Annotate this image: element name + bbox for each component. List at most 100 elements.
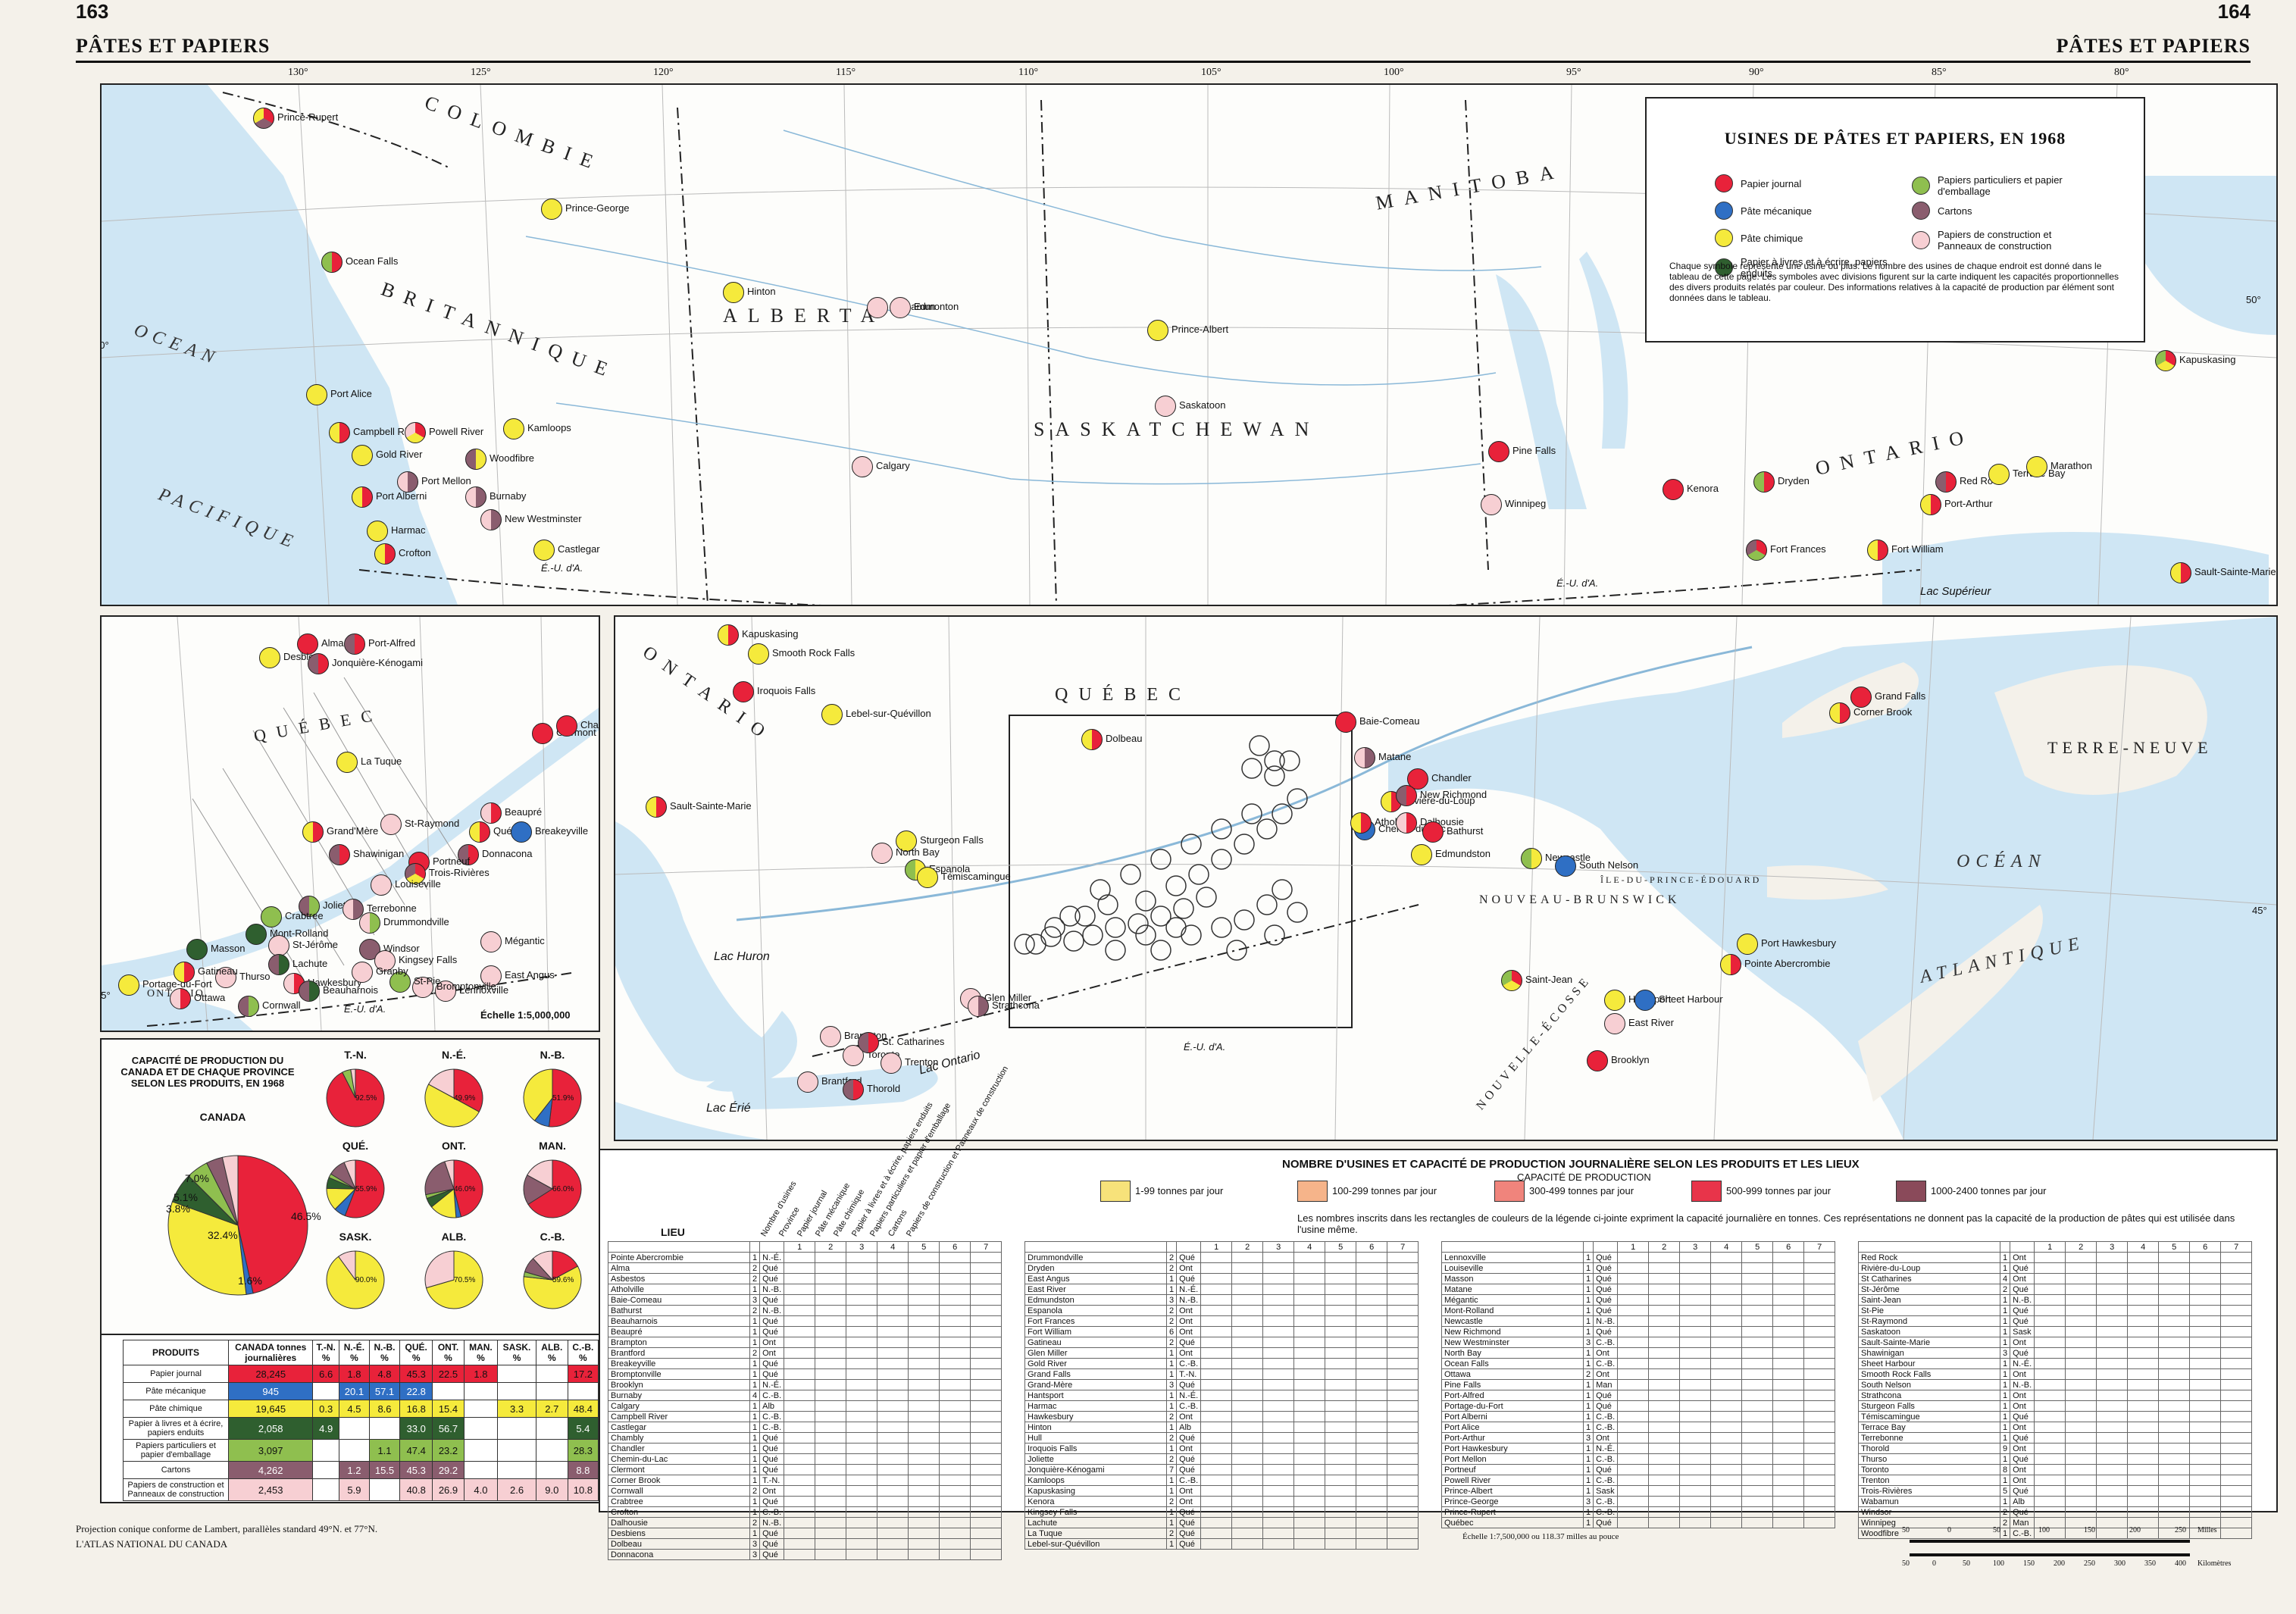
east-symbol-port-hawkesbury-icon[interactable] [1737, 934, 1758, 955]
west-symbol-port-mellon-icon[interactable] [397, 471, 418, 493]
inset-symbol-clermont-icon[interactable] [532, 723, 553, 744]
west-symbol-hinton-icon[interactable] [723, 282, 744, 303]
inset-symbol-cornwall-icon[interactable] [238, 996, 259, 1017]
inset-symbol-jonquiere-kenogami-icon[interactable] [308, 653, 329, 674]
east-symbol-thorold-icon[interactable] [843, 1079, 864, 1100]
east-symbol-brampton-icon[interactable] [820, 1026, 841, 1047]
west-symbol-ocean-falls-icon[interactable] [321, 252, 343, 273]
capacity-table-panel[interactable]: NOMBRE D'USINES ET CAPACITÉ DE PRODUCTIO… [599, 1065, 2278, 1560]
east-symbol-dalhousie-icon[interactable] [1396, 812, 1417, 834]
inset-symbol-masson-icon[interactable] [186, 939, 208, 960]
east-symbol-trenton-icon[interactable] [881, 1053, 902, 1074]
inset-symbol-la-tuque-icon[interactable] [336, 752, 358, 773]
west-symbol-fort-frances-icon[interactable] [1746, 540, 1767, 561]
west-symbol-port-arthur-icon[interactable] [1920, 494, 1941, 515]
east-symbol-atholville-icon[interactable] [1350, 812, 1372, 834]
inset-symbol-st-raymond-icon[interactable] [380, 814, 402, 835]
east-symbol-north-bay-icon[interactable] [871, 843, 893, 864]
west-symbol-fort-william-icon[interactable] [1867, 540, 1888, 561]
west-symbol-powell-river-icon[interactable] [405, 422, 426, 443]
inset-symbol-port-alfred-icon[interactable] [344, 633, 365, 655]
inset-symbol-beauharnois-icon[interactable] [299, 981, 320, 1002]
west-symbol-dryden-icon[interactable] [1753, 471, 1775, 493]
inset-symbol-alma-icon[interactable] [297, 633, 318, 655]
east-symbol-sault-sainte-marie-icon[interactable] [646, 796, 667, 818]
west-symbol-port-alice-icon[interactable] [306, 384, 327, 405]
west-symbol-terrace-bay-icon[interactable] [1988, 464, 2010, 485]
inset-symbol-gatineau-icon[interactable] [174, 962, 195, 983]
inset-symbol-trois-rivieres-icon[interactable] [405, 863, 426, 884]
east-symbol-temiscamingue-icon[interactable] [917, 867, 938, 888]
inset-symbol-st-pie-icon[interactable] [389, 971, 411, 993]
east-symbol-hantsport-icon[interactable] [1604, 990, 1625, 1011]
inset-symbol-donnacona-icon[interactable] [458, 844, 479, 865]
east-symbol-brooklyn-icon[interactable] [1587, 1050, 1608, 1071]
inset-symbol-lachute-icon[interactable] [268, 954, 289, 975]
inset-symbol-ottawa-icon[interactable] [170, 988, 191, 1009]
inset-symbol-grand-mere-icon[interactable] [302, 821, 324, 843]
west-symbol-saskatoon-icon[interactable] [1155, 396, 1176, 417]
inset-symbol-east-angus-icon[interactable] [480, 965, 502, 987]
west-symbol-edmonton-icon[interactable] [890, 297, 911, 318]
east-symbol-south-nelson-icon[interactable] [1555, 855, 1576, 877]
west-symbol-woodfibre-icon[interactable] [465, 449, 486, 470]
inset-symbol-beaupre-icon[interactable] [480, 802, 502, 824]
west-symbol-sault-sainte-marie-icon[interactable] [2170, 562, 2191, 583]
east-symbol-sturgeon-falls-icon[interactable] [896, 830, 917, 852]
inset-symbol-mont-rolland-icon[interactable] [246, 924, 267, 945]
inset-symbol-shawinigan-icon[interactable] [329, 844, 350, 865]
west-symbol-prince-rupert-icon[interactable] [253, 108, 274, 129]
east-symbol-bathurst-icon[interactable] [1422, 821, 1444, 843]
east-symbol-newcastle-icon[interactable] [1521, 848, 1542, 869]
west-symbol-new-westminster-icon[interactable] [480, 509, 502, 530]
inset-symbol-drummondville-icon[interactable] [359, 912, 380, 934]
west-symbol-winnipeg-icon[interactable] [1481, 494, 1502, 515]
inset-symbol-kingsey-falls-icon[interactable] [374, 950, 396, 971]
west-symbol-red-rock-icon[interactable] [1935, 471, 1957, 493]
west-symbol-marathon-icon[interactable] [2026, 456, 2047, 477]
east-symbol-edmundston-icon[interactable] [1411, 844, 1432, 865]
inset-symbol-joliette-icon[interactable] [299, 896, 320, 917]
inset-symbol-desbiens-icon[interactable] [259, 647, 280, 668]
west-symbol-castlegar-icon[interactable] [533, 540, 555, 561]
east-symbol-smooth-rock-falls-icon[interactable] [748, 643, 769, 665]
inset-map-panel[interactable]: QUÉBEC ONTARIO 45° É.-U. d'A. Échelle 1:… [100, 615, 600, 1032]
capacity-pie-panel[interactable]: CAPACITÉ DE PRODUCTION DU CANADA ET DE C… [100, 1038, 600, 1340]
inset-symbol-thurso-icon[interactable] [215, 967, 236, 988]
inset-symbol-chandler-icon[interactable] [556, 715, 577, 737]
east-symbol-strathcona-icon[interactable] [968, 996, 989, 1017]
east-symbol-grand-falls-icon[interactable] [1850, 687, 1872, 708]
inset-symbol-crabtree-icon[interactable] [261, 906, 282, 927]
west-symbol-pine-falls-icon[interactable] [1488, 441, 1509, 462]
east-symbol-baie-comeau-icon[interactable] [1335, 712, 1356, 733]
east-symbol-pointe-abercrombie-icon[interactable] [1720, 954, 1741, 975]
west-symbol-port-alberni-icon[interactable] [352, 486, 373, 508]
west-symbol-kenora-icon[interactable] [1663, 479, 1684, 500]
inset-symbol-megantic-icon[interactable] [480, 931, 502, 952]
east-symbol-matane-icon[interactable] [1354, 747, 1375, 768]
east-symbol-kapuskasing-icon[interactable] [718, 624, 739, 646]
west-symbol-kamloops-icon[interactable] [503, 418, 524, 439]
inset-symbol-lennoxville-icon[interactable] [435, 981, 456, 1002]
east-symbol-dolbeau-icon[interactable] [1081, 729, 1103, 750]
east-symbol-east-river-icon[interactable] [1604, 1013, 1625, 1034]
east-symbol-st-catharines-icon[interactable] [858, 1032, 879, 1053]
inset-symbol-portage-du-fort-icon[interactable] [118, 974, 139, 996]
east-symbol-new-richmond-icon[interactable] [1396, 785, 1417, 806]
inset-symbol-louiseville-icon[interactable] [371, 874, 392, 896]
west-map-panel[interactable]: COLOMBIE BRITANNIQUE ALBERTA SASKATCHEWA… [100, 83, 2278, 606]
inset-symbol-st-jerome-icon[interactable] [268, 935, 289, 956]
inset-symbol-bromptonville-icon[interactable] [412, 977, 433, 998]
east-symbol-sheet-harbour-icon[interactable] [1634, 990, 1656, 1011]
inset-symbol-quebec-icon[interactable] [469, 821, 490, 843]
east-symbol-corner-brook-icon[interactable] [1829, 702, 1850, 724]
west-symbol-calgary-icon[interactable] [852, 456, 873, 477]
east-symbol-brantford-icon[interactable] [797, 1071, 818, 1093]
east-symbol-iroquois-falls-icon[interactable] [733, 681, 754, 702]
west-symbol-harmac-icon[interactable] [367, 521, 388, 542]
east-symbol-lebel-sur-quevillon-icon[interactable] [821, 704, 843, 725]
west-symbol-prince-george-icon[interactable] [541, 199, 562, 220]
west-symbol-campbell-river-icon[interactable] [329, 422, 350, 443]
inset-symbol-granby-icon[interactable] [352, 962, 373, 983]
west-symbol-wabamun-icon[interactable] [867, 297, 888, 318]
